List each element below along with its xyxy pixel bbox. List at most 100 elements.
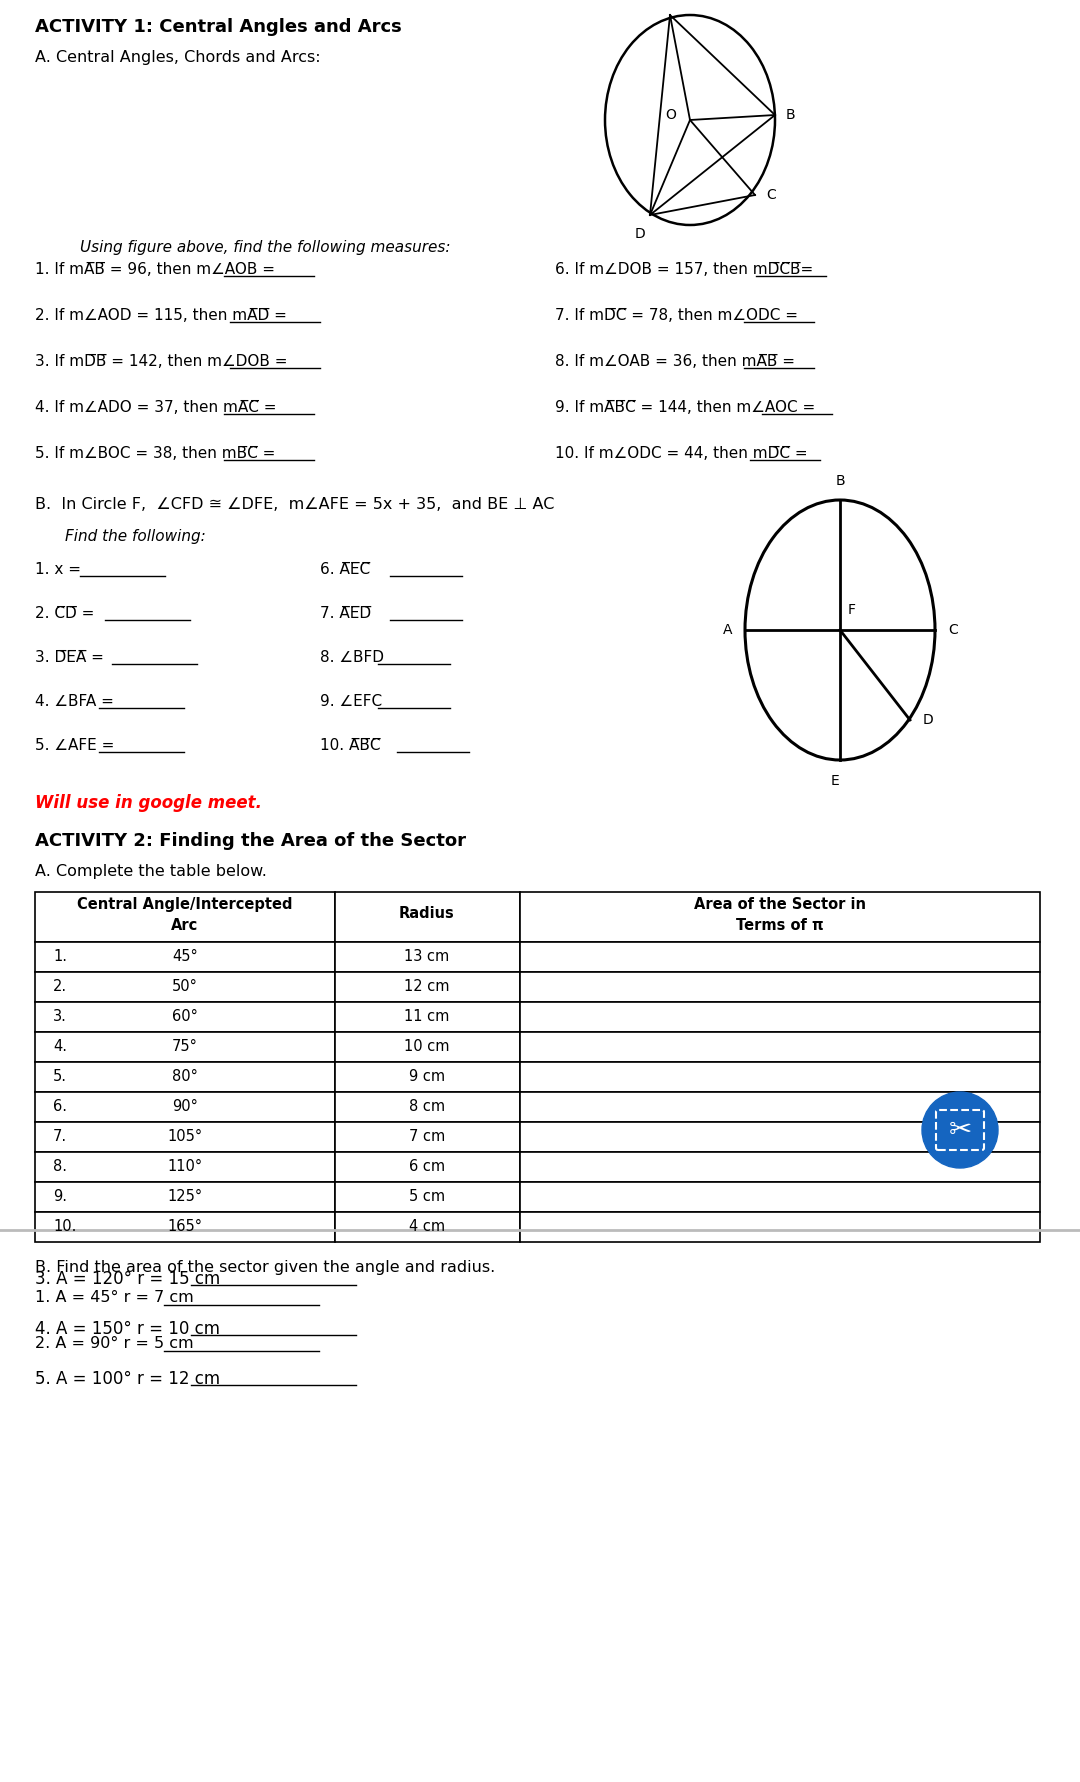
Text: 8.: 8. (53, 1158, 67, 1174)
Text: 2. If m∠AOD = 115, then mA̅D̅ =: 2. If m∠AOD = 115, then mA̅D̅ = (35, 308, 292, 323)
Bar (35, 971, 335, 1001)
Bar (519, 1212, 1040, 1242)
Text: B.  In Circle F,  ∠CFD ≅ ∠DFE,  m∠AFE = 5x + 35,  and BE ⊥ AC: B. In Circle F, ∠CFD ≅ ∠DFE, m∠AFE = 5x … (35, 497, 554, 511)
Bar (35, 943, 335, 971)
Text: 1. A = 45° r = 7 cm: 1. A = 45° r = 7 cm (35, 1290, 193, 1304)
Text: 1. x =: 1. x = (35, 561, 86, 577)
Bar (335, 1212, 519, 1242)
Bar (519, 1181, 1040, 1212)
Text: 5.: 5. (53, 1069, 67, 1083)
Text: 4.: 4. (53, 1039, 67, 1053)
Text: F: F (848, 602, 856, 617)
Circle shape (922, 1092, 998, 1167)
Bar (35, 1151, 335, 1181)
Text: 10. A̅B̅C̅: 10. A̅B̅C̅ (320, 738, 390, 754)
Text: A: A (723, 624, 732, 636)
Text: 8. If m∠OAB = 36, then mA̅B̅ =: 8. If m∠OAB = 36, then mA̅B̅ = (555, 355, 800, 369)
Text: 2. C̅D̅ =: 2. C̅D̅ = (35, 606, 104, 620)
Text: 9.: 9. (53, 1189, 67, 1205)
Text: 8. ∠BFD: 8. ∠BFD (320, 650, 394, 665)
Text: 3. D̅E̅A̅ =: 3. D̅E̅A̅ = (35, 650, 109, 665)
Bar (519, 893, 1040, 943)
Text: Using figure above, find the following measures:: Using figure above, find the following m… (80, 241, 450, 255)
Text: 7. If mD̅C̅ = 78, then m∠ODC =: 7. If mD̅C̅ = 78, then m∠ODC = (555, 308, 802, 323)
Bar (35, 1001, 335, 1032)
Bar (335, 1062, 519, 1092)
Text: 3. If mD̅B̅ = 142, then m∠DOB =: 3. If mD̅B̅ = 142, then m∠DOB = (35, 355, 293, 369)
Bar (35, 1032, 335, 1062)
Text: 10. If m∠ODC = 44, then mD̅C̅ =: 10. If m∠ODC = 44, then mD̅C̅ = (555, 446, 812, 462)
Text: C: C (766, 187, 775, 201)
Bar (335, 1123, 519, 1151)
Text: 5 cm: 5 cm (409, 1189, 445, 1205)
Text: 5. A = 100° r = 12 cm: 5. A = 100° r = 12 cm (35, 1370, 220, 1388)
Text: A. Complete the table below.: A. Complete the table below. (35, 864, 267, 879)
Bar (519, 1032, 1040, 1062)
Text: 2.: 2. (53, 978, 67, 994)
Text: Will use in google meet.: Will use in google meet. (35, 795, 262, 813)
Text: D: D (923, 713, 934, 727)
Text: 80°: 80° (172, 1069, 198, 1083)
Text: Central Angle/Intercepted
Arc: Central Angle/Intercepted Arc (78, 896, 293, 934)
Bar (35, 893, 335, 943)
Text: 50°: 50° (172, 978, 198, 994)
Text: 4 cm: 4 cm (409, 1219, 445, 1233)
Text: 9 cm: 9 cm (409, 1069, 445, 1083)
Bar (519, 971, 1040, 1001)
Text: 3. A = 120° r = 15 cm: 3. A = 120° r = 15 cm (35, 1271, 220, 1288)
Text: 9. ∠EFC: 9. ∠EFC (320, 693, 392, 709)
Text: 5. If m∠BOC = 38, then mB̅C̅ =: 5. If m∠BOC = 38, then mB̅C̅ = (35, 446, 280, 462)
Text: ✂: ✂ (948, 1116, 972, 1144)
Text: 125°: 125° (167, 1189, 203, 1205)
Bar (519, 1123, 1040, 1151)
Text: B. Find the area of the sector given the angle and radius.: B. Find the area of the sector given the… (35, 1260, 496, 1274)
Bar (335, 1151, 519, 1181)
Text: 60°: 60° (172, 1009, 198, 1025)
Text: 4. A = 150° r = 10 cm: 4. A = 150° r = 10 cm (35, 1320, 220, 1338)
Text: D: D (635, 226, 646, 241)
Text: 1. If mA̅B̅ = 96, then m∠AOB =: 1. If mA̅B̅ = 96, then m∠AOB = (35, 262, 280, 276)
Text: 4. If m∠ADO = 37, then mA̅C̅ =: 4. If m∠ADO = 37, then mA̅C̅ = (35, 399, 282, 415)
Text: 7 cm: 7 cm (409, 1130, 445, 1144)
Bar (35, 1212, 335, 1242)
Bar (335, 1032, 519, 1062)
Text: E: E (831, 773, 839, 788)
Text: Find the following:: Find the following: (65, 529, 206, 544)
Text: Radius: Radius (400, 905, 455, 921)
Text: 75°: 75° (172, 1039, 198, 1053)
Text: ACTIVITY 2: Finding the Area of the Sector: ACTIVITY 2: Finding the Area of the Sect… (35, 832, 465, 850)
Text: 1.: 1. (53, 950, 67, 964)
Text: 6. If m∠DOB = 157, then mD̅C̅B̅=: 6. If m∠DOB = 157, then mD̅C̅B̅= (555, 262, 819, 276)
Text: 7. A̅E̅D̅: 7. A̅E̅D̅ (320, 606, 381, 620)
Text: C: C (948, 624, 958, 636)
Text: 90°: 90° (172, 1099, 198, 1114)
Text: 110°: 110° (167, 1158, 203, 1174)
Text: 165°: 165° (167, 1219, 203, 1233)
Text: 6 cm: 6 cm (409, 1158, 445, 1174)
Bar (335, 1092, 519, 1123)
Bar (519, 1151, 1040, 1181)
Text: 4. ∠BFA =: 4. ∠BFA = (35, 693, 119, 709)
Bar (519, 1001, 1040, 1032)
Bar (35, 1062, 335, 1092)
Text: 7.: 7. (53, 1130, 67, 1144)
Bar (335, 1001, 519, 1032)
Bar (519, 1062, 1040, 1092)
Bar (335, 893, 519, 943)
Text: 12 cm: 12 cm (404, 978, 449, 994)
Bar (335, 971, 519, 1001)
Text: 11 cm: 11 cm (404, 1009, 449, 1025)
Bar (35, 1181, 335, 1212)
Bar (519, 943, 1040, 971)
Text: 8 cm: 8 cm (409, 1099, 445, 1114)
Text: A. Central Angles, Chords and Arcs:: A. Central Angles, Chords and Arcs: (35, 50, 321, 64)
Text: O: O (665, 109, 676, 121)
Text: 10.: 10. (53, 1219, 77, 1233)
Bar (335, 1181, 519, 1212)
Text: A: A (665, 0, 675, 4)
Text: Area of the Sector in
Terms of π: Area of the Sector in Terms of π (694, 896, 866, 934)
Text: 3.: 3. (53, 1009, 67, 1025)
Text: B: B (835, 474, 845, 488)
Text: 6.: 6. (53, 1099, 67, 1114)
Text: 105°: 105° (167, 1130, 203, 1144)
